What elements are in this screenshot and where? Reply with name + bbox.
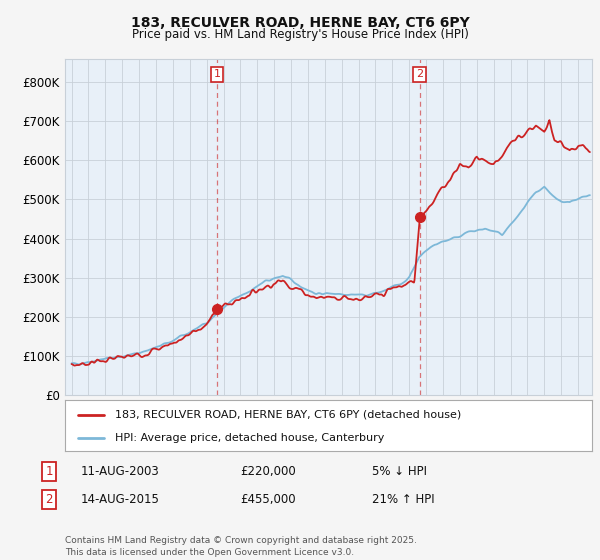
- Text: 2: 2: [416, 69, 423, 80]
- Text: 2: 2: [46, 493, 53, 506]
- Text: £220,000: £220,000: [240, 465, 296, 478]
- Text: 183, RECULVER ROAD, HERNE BAY, CT6 6PY: 183, RECULVER ROAD, HERNE BAY, CT6 6PY: [131, 16, 469, 30]
- Text: 1: 1: [214, 69, 221, 80]
- Text: 183, RECULVER ROAD, HERNE BAY, CT6 6PY (detached house): 183, RECULVER ROAD, HERNE BAY, CT6 6PY (…: [115, 409, 461, 419]
- Text: Contains HM Land Registry data © Crown copyright and database right 2025.
This d: Contains HM Land Registry data © Crown c…: [65, 536, 416, 557]
- Text: 11-AUG-2003: 11-AUG-2003: [81, 465, 160, 478]
- Text: 14-AUG-2015: 14-AUG-2015: [81, 493, 160, 506]
- Text: £455,000: £455,000: [240, 493, 296, 506]
- Text: 21% ↑ HPI: 21% ↑ HPI: [372, 493, 434, 506]
- Text: 1: 1: [46, 465, 53, 478]
- Text: Price paid vs. HM Land Registry's House Price Index (HPI): Price paid vs. HM Land Registry's House …: [131, 28, 469, 41]
- Text: 5% ↓ HPI: 5% ↓ HPI: [372, 465, 427, 478]
- Text: HPI: Average price, detached house, Canterbury: HPI: Average price, detached house, Cant…: [115, 433, 384, 443]
